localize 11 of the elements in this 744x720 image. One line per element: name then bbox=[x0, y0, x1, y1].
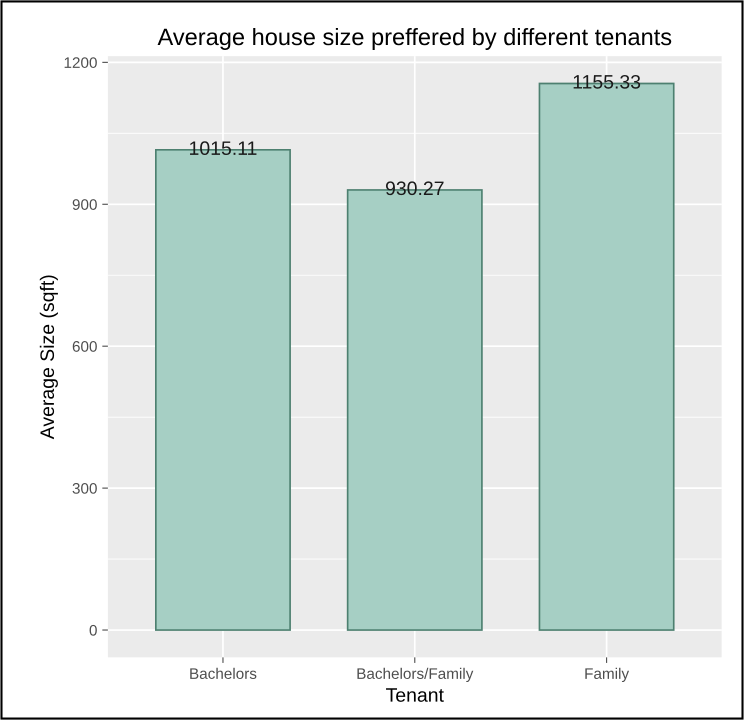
x-tick-label: Bachelors/Family bbox=[357, 668, 474, 682]
y-tick-label: 0 bbox=[90, 624, 97, 636]
y-tick-label: 600 bbox=[72, 341, 97, 352]
x-axis-title: Tenant bbox=[386, 688, 444, 702]
x-tick-label: Bachelors bbox=[190, 668, 256, 679]
x-tick-label: Family bbox=[585, 668, 630, 682]
chart-title: Average house size preffered by different tenants bbox=[158, 28, 672, 50]
y-axis-title: Average Size (sqft) bbox=[40, 275, 58, 440]
y-tick-label: 900 bbox=[72, 199, 97, 210]
y-tick-label: 300 bbox=[72, 482, 97, 494]
y-tick-label: 1200 bbox=[64, 57, 97, 68]
